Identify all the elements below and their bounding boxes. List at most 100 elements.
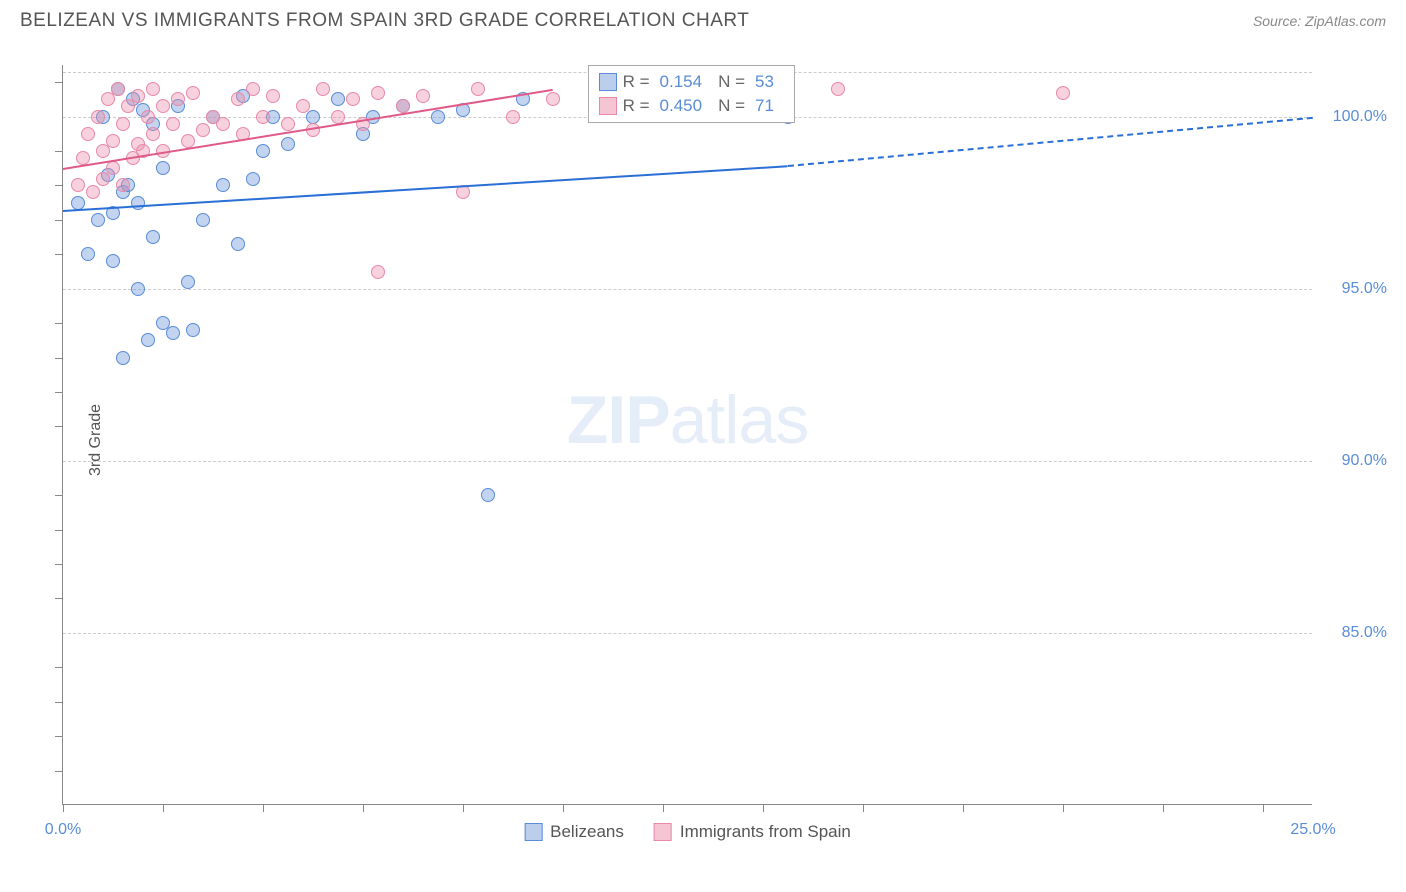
trend-line [63,165,788,212]
x-tick [763,804,764,812]
y-tick [55,185,63,186]
scatter-point [256,110,270,124]
scatter-point [246,82,260,96]
legend-item: Belizeans [524,822,624,842]
legend-item: Immigrants from Spain [654,822,851,842]
scatter-point [371,265,385,279]
page-title: BELIZEAN VS IMMIGRANTS FROM SPAIN 3RD GR… [20,10,749,32]
y-tick [55,564,63,565]
stats-value-r: 0.450 [660,96,703,116]
scatter-point [231,92,245,106]
scatter-point [131,89,145,103]
scatter-point [156,99,170,113]
scatter-point [371,86,385,100]
scatter-point [91,110,105,124]
scatter-point [346,92,360,106]
scatter-point [196,123,210,137]
y-tick [55,254,63,255]
x-tick [963,804,964,812]
y-tick [55,495,63,496]
scatter-point [231,237,245,251]
scatter-point [281,117,295,131]
scatter-point [146,230,160,244]
x-tick [563,804,564,812]
stats-label-r: R = [623,96,650,116]
x-tick [63,804,64,812]
y-tick [55,151,63,152]
scatter-point [331,92,345,106]
source-attribution: Source: ZipAtlas.com [1253,13,1386,29]
scatter-point [181,275,195,289]
y-tick [55,736,63,737]
scatter-point [306,110,320,124]
scatter-point [166,117,180,131]
scatter-point [316,82,330,96]
scatter-point [106,161,120,175]
scatter-point [116,351,130,365]
scatter-point [506,110,520,124]
correlation-stats-box: R = 0.154 N = 53R = 0.450 N = 71 [588,65,795,123]
scatter-point [106,254,120,268]
scatter-point [186,86,200,100]
legend-swatch [654,823,672,841]
plot-area: ZIPatlas 85.0%90.0%95.0%100.0%0.0%25.0%R… [62,65,1312,805]
scatter-point [131,282,145,296]
x-tick [363,804,364,812]
scatter-point [281,137,295,151]
scatter-point [146,127,160,141]
scatter-point [156,161,170,175]
scatter-point [196,213,210,227]
scatter-point [71,196,85,210]
scatter-point [116,178,130,192]
stats-value-n: 53 [755,72,774,92]
stats-value-n: 71 [755,96,774,116]
y-tick [55,392,63,393]
y-tick [55,82,63,83]
scatter-point [141,110,155,124]
scatter-point [216,117,230,131]
x-tick [1263,804,1264,812]
correlation-chart: 3rd Grade ZIPatlas 85.0%90.0%95.0%100.0%… [50,45,1390,835]
legend-label: Belizeans [550,822,624,842]
y-tick [55,667,63,668]
legend-label: Immigrants from Spain [680,822,851,842]
x-tick-label: 25.0% [1290,821,1335,839]
scatter-point [546,92,560,106]
x-tick [663,804,664,812]
y-tick-label: 95.0% [1317,280,1387,298]
x-tick [463,804,464,812]
scatter-point [416,89,430,103]
y-tick [55,358,63,359]
scatter-point [1056,86,1070,100]
stats-label-n: N = [718,96,745,116]
series-swatch [599,97,617,115]
x-tick [163,804,164,812]
scatter-point [146,82,160,96]
scatter-point [81,247,95,261]
scatter-point [116,117,130,131]
scatter-point [481,488,495,502]
scatter-point [166,326,180,340]
scatter-point [71,178,85,192]
y-tick [55,323,63,324]
y-tick-label: 85.0% [1317,624,1387,642]
stats-row: R = 0.450 N = 71 [599,94,784,118]
scatter-point [91,213,105,227]
stats-label-r: R = [623,72,650,92]
scatter-point [186,323,200,337]
watermark: ZIPatlas [567,381,808,459]
scatter-point [86,185,100,199]
chart-legend: Belizeans Immigrants from Spain [524,822,851,842]
scatter-point [106,134,120,148]
y-tick [55,598,63,599]
stats-value-r: 0.154 [660,72,703,92]
series-swatch [599,73,617,91]
y-tick-label: 90.0% [1317,452,1387,470]
scatter-point [471,82,485,96]
y-tick [55,530,63,531]
y-tick [55,426,63,427]
gridline [63,289,1312,290]
y-tick [55,771,63,772]
gridline [63,461,1312,462]
x-tick [1063,804,1064,812]
